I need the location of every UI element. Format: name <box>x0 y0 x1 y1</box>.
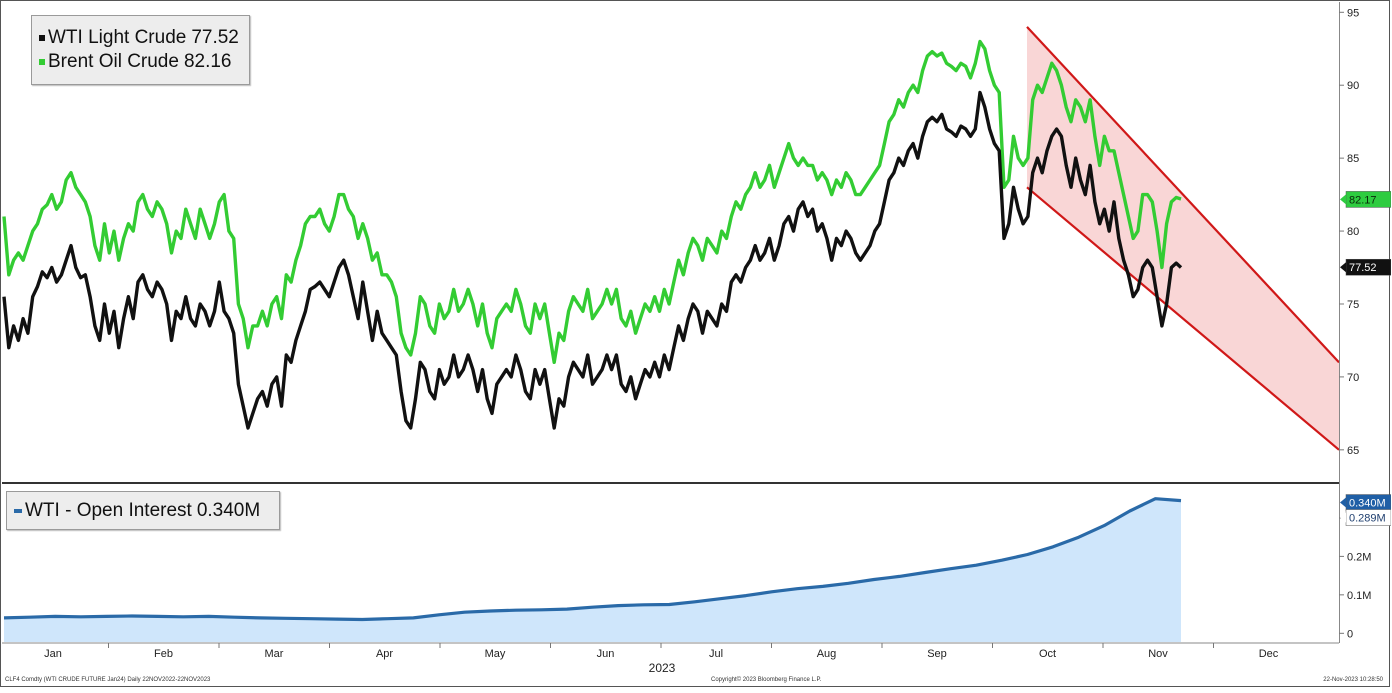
brent-last-tag-pointer <box>1340 194 1346 205</box>
oi-tick-label: 0 <box>1347 628 1353 640</box>
price-tick-label: 65 <box>1347 445 1359 457</box>
wti-last-tag-pointer <box>1340 262 1346 273</box>
legend-wti-value: 77.52 <box>191 27 239 48</box>
oi-tick-label: 0.1M <box>1347 590 1371 602</box>
footer-timestamp: 22-Nov-2023 10:28:50 <box>1323 677 1383 683</box>
month-tick-label: Aug <box>817 648 837 660</box>
price-tick-label: 95 <box>1347 7 1359 19</box>
open-interest-area <box>4 498 1181 642</box>
month-tick-label: Nov <box>1148 648 1168 660</box>
footer-copyright: Copyright© 2023 Bloomberg Finance L.P. <box>711 677 822 683</box>
oi-axis-ticks: 00.1M0.2M0.3M <box>1339 513 1371 640</box>
x-axis-year-label: 2023 <box>649 661 676 675</box>
legend-brent-name: Brent Oil Crude <box>48 51 179 72</box>
legend-oi-name: WTI - Open Interest <box>25 500 192 521</box>
month-tick-label: Jun <box>597 648 615 660</box>
oi-secondary-tag-label: 0.289M <box>1349 513 1386 525</box>
month-tick-label: Mar <box>265 648 284 660</box>
month-tick-label: Feb <box>154 648 173 660</box>
month-tick-label: Oct <box>1039 648 1056 660</box>
footer-source: CLF4 Comdty (WTI CRUDE FUTURE Jan24) Dai… <box>5 677 211 683</box>
month-tick-label: Sep <box>927 648 947 660</box>
legend-item-oi: WTI - Open Interest 0.340M <box>7 499 279 523</box>
legend-brent-value: 82.16 <box>183 51 232 72</box>
oi-swatch-icon <box>14 509 22 513</box>
brent-swatch-icon <box>39 59 45 65</box>
channel-lower-line <box>1026 186 1340 451</box>
wti-series-line <box>2 90 1183 430</box>
price-tick-label: 70 <box>1347 372 1359 384</box>
price-tick-label: 90 <box>1347 80 1359 92</box>
month-axis-ticks: Jan Feb Mar Apr May Jun Jul Aug Sep Oct Nov Dec <box>44 643 1279 660</box>
wti-last-tag-label: 77.52 <box>1349 262 1377 274</box>
month-tick-label: Apr <box>376 648 393 660</box>
brent-last-tag-label: 82.17 <box>1349 194 1377 206</box>
legend-oi-value: 0.340M <box>196 500 261 521</box>
wti-swatch-icon <box>39 35 45 41</box>
price-axis-ticks: 65 70 75 80 85 90 95 <box>1339 7 1359 457</box>
legend-wti-name: WTI Light Crude <box>48 27 187 48</box>
oi-secondary-tag-pointer <box>1340 512 1346 523</box>
last-value-tags: 82.17 77.52 0.340M 0.289M <box>1340 191 1392 526</box>
oi-legend: WTI - Open Interest 0.340M <box>6 491 280 530</box>
legend-item-brent: Brent Oil Crude 82.16 <box>32 50 249 74</box>
oi-last-tag-label: 0.340M <box>1349 498 1386 510</box>
brent-series-line <box>2 39 1182 364</box>
month-tick-label: Dec <box>1259 648 1279 660</box>
legend-item-wti: WTI Light Crude 77.52 <box>32 26 249 50</box>
open-interest-line <box>3 497 1182 622</box>
price-tick-label: 75 <box>1347 299 1359 311</box>
month-tick-label: Jul <box>709 648 723 660</box>
price-legend: WTI Light Crude 77.52 Brent Oil Crude 82… <box>31 15 250 85</box>
month-tick-label: Jan <box>44 648 62 660</box>
price-tick-label: 80 <box>1347 226 1359 238</box>
channel-upper-line <box>1026 26 1340 364</box>
oi-tick-label: 0.2M <box>1347 551 1371 563</box>
month-tick-label: May <box>485 648 506 660</box>
oi-last-tag-pointer <box>1340 497 1346 508</box>
price-tick-label: 85 <box>1347 153 1359 165</box>
